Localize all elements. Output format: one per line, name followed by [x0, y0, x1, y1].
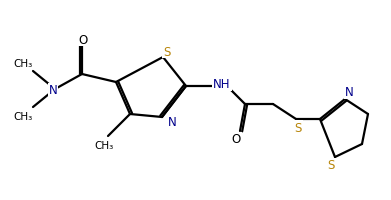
- Text: CH₃: CH₃: [13, 111, 32, 121]
- Text: O: O: [78, 33, 88, 46]
- Text: O: O: [231, 133, 240, 146]
- Text: S: S: [163, 45, 171, 58]
- Text: S: S: [294, 121, 302, 134]
- Text: N: N: [48, 84, 57, 97]
- Text: CH₃: CH₃: [94, 140, 114, 150]
- Text: N: N: [168, 116, 176, 129]
- Text: CH₃: CH₃: [13, 59, 32, 69]
- Text: NH: NH: [213, 78, 231, 91]
- Text: S: S: [327, 159, 335, 172]
- Text: N: N: [344, 86, 353, 99]
